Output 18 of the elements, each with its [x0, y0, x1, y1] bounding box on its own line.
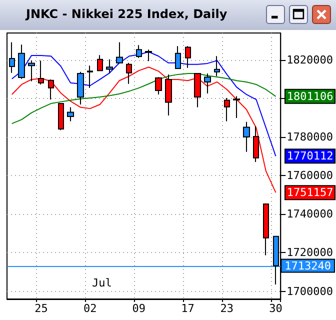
chart-title: JNKC - Nikkei 225 Index, Daily: [26, 7, 228, 21]
ref-line-label: 1713240: [284, 259, 331, 272]
x-tick-label: 09: [132, 302, 146, 315]
y-tick-label: 1720000: [286, 246, 333, 260]
annotation: 1751157: [286, 186, 334, 200]
annotation: 1801106: [286, 90, 334, 103]
x-tick-label: 02: [83, 302, 97, 315]
y-tick-label: 1760000: [286, 169, 333, 182]
x-tick-label: 23: [220, 302, 234, 315]
x-tick-label: 17: [181, 302, 194, 315]
y-tick-label: 1700000: [286, 284, 333, 298]
y-tick-label: 1820000: [286, 53, 333, 66]
annotation: 1770112: [286, 150, 334, 163]
y-tick-label: 1740000: [286, 208, 333, 221]
x-tick-label: 30: [269, 302, 282, 315]
annotation: Jul: [92, 276, 112, 290]
x-tick-label: 25: [34, 302, 48, 315]
y-tick-label: 1780000: [286, 130, 333, 144]
